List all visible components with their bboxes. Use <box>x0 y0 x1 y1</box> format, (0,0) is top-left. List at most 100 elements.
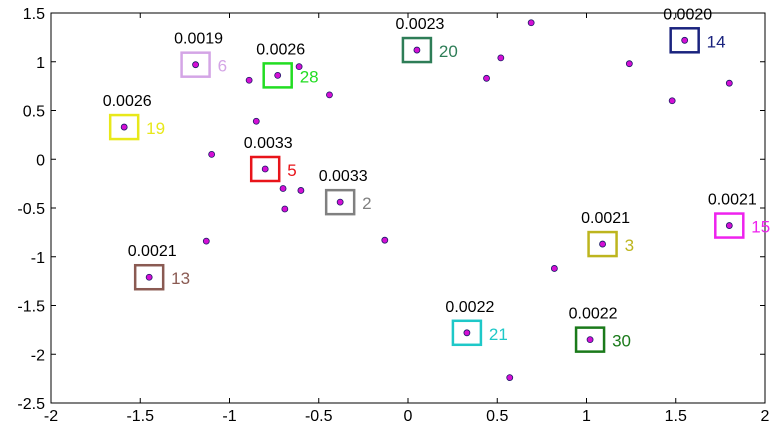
highlight-id-label: 19 <box>146 119 165 138</box>
axes: -2 -1.5 -1 -0.5 0 0.5 1 1.5 2-2.5-2-1.5-1-0.500.… <box>17 6 769 425</box>
highlight-point-19: 0.0026 19 <box>103 93 165 141</box>
data-point <box>725 79 733 87</box>
highlight-value-label: 0.0021 <box>581 210 630 227</box>
highlight-point-14: 0.0020 14 <box>663 6 726 54</box>
highlight-box <box>133 263 165 291</box>
highlight-box <box>451 319 483 347</box>
highlight-value-label: 0.0021 <box>708 192 757 209</box>
data-point <box>281 205 289 213</box>
data-point <box>208 150 216 158</box>
highlight-point-2: 0.0033 2 <box>319 168 372 216</box>
highlight-id-label: 6 <box>218 57 227 76</box>
highlight-point-30: 0.0022 30 <box>569 306 631 353</box>
data-point <box>599 240 606 248</box>
highlight-box <box>574 326 606 353</box>
data-point <box>326 91 333 99</box>
data-point <box>297 187 305 194</box>
highlight-point-20: 0.0023 20 <box>395 16 458 64</box>
x-tick-label: -1.5 <box>126 408 154 425</box>
highlight-point-13: 0.0021 13 <box>128 243 190 291</box>
y-tick-label: 1 <box>36 55 45 72</box>
highlight-point-21: 0.0022 21 <box>445 299 508 347</box>
data-point <box>192 61 199 69</box>
highlight-id-label: 5 <box>287 161 296 180</box>
data-points <box>202 19 733 382</box>
x-tick-label: -0.5 <box>305 408 333 425</box>
y-tick-label: -1.5 <box>17 299 45 316</box>
highlight-box <box>587 230 618 258</box>
highlight-box <box>180 51 211 78</box>
highlight-id-label: 30 <box>612 332 631 351</box>
data-point <box>497 54 505 62</box>
data-point <box>245 76 253 84</box>
data-point <box>586 336 594 344</box>
data-point <box>625 60 633 68</box>
highlight-box <box>714 212 745 239</box>
data-point <box>506 374 514 382</box>
y-tick-label: -2 <box>31 347 45 364</box>
highlight-value-label: 0.0021 <box>128 243 177 260</box>
highlight-point-3: 0.0021 3 <box>581 210 634 258</box>
data-point <box>725 222 733 229</box>
x-tick-label: 1.5 <box>665 408 687 425</box>
highlight-value-label: 0.0023 <box>395 16 444 33</box>
highlight-point-6: 0.0019 6 <box>174 31 227 78</box>
highlight-value-label: 0.0026 <box>103 93 152 110</box>
highlight-id-label: 2 <box>362 194 371 213</box>
x-tick-label: 0.5 <box>486 408 508 425</box>
data-point <box>550 265 558 272</box>
data-point <box>527 19 535 27</box>
plot-frame <box>50 12 766 404</box>
highlight-box <box>262 62 293 89</box>
highlight-id-label: 13 <box>171 269 190 288</box>
y-tick-label: 0.5 <box>23 104 45 121</box>
y-tick-label: -2.5 <box>17 396 45 413</box>
highlight-value-label: 0.0020 <box>663 6 712 23</box>
data-point <box>336 198 344 206</box>
highlight-point-5: 0.0033 5 <box>244 135 297 183</box>
data-point <box>463 329 471 337</box>
highlight-box <box>324 188 356 216</box>
data-point <box>413 46 421 54</box>
data-point <box>381 236 389 244</box>
x-tick-label: 1 <box>582 408 591 425</box>
x-tick-label: 0 <box>404 408 413 425</box>
data-point <box>145 273 153 281</box>
highlight-id-label: 3 <box>625 236 634 255</box>
data-point <box>120 123 128 131</box>
data-point <box>279 185 287 192</box>
highlight-box <box>401 36 433 64</box>
highlight-point-28: 0.0026 28 <box>256 41 319 89</box>
highlight-id-label: 21 <box>489 325 508 344</box>
highlight-value-label: 0.0033 <box>319 168 368 185</box>
highlight-value-label: 0.0019 <box>174 31 223 48</box>
highlight-value-label: 0.0033 <box>244 135 293 152</box>
highlight-point-15: 0.0021 15 <box>708 192 770 239</box>
highlighted-points: 0.0023200.0020140.001960.0026280.0026190… <box>103 6 770 353</box>
data-point <box>252 117 260 125</box>
highlight-box <box>249 155 281 183</box>
data-point <box>295 63 303 71</box>
y-tick-label: -1 <box>31 250 45 267</box>
data-point <box>261 165 269 173</box>
highlight-value-label: 0.0022 <box>445 299 494 316</box>
data-point <box>202 237 210 245</box>
highlight-value-label: 0.0022 <box>569 306 618 323</box>
y-tick-label: -0.5 <box>17 201 45 218</box>
x-tick-label: 2 <box>761 408 770 425</box>
highlight-id-label: 15 <box>751 218 770 237</box>
data-point <box>668 97 676 105</box>
x-tick-label: -1 <box>222 408 236 425</box>
highlight-box <box>669 27 700 54</box>
highlight-value-label: 0.0026 <box>256 41 305 58</box>
y-tick-label: 0 <box>36 152 45 169</box>
data-point <box>274 72 282 79</box>
data-point <box>681 36 689 44</box>
highlight-id-label: 14 <box>707 32 726 51</box>
data-point <box>483 74 490 82</box>
y-tick-label: 1.5 <box>23 6 45 23</box>
x-tick-label: -2 <box>44 408 58 425</box>
highlight-box <box>108 113 140 141</box>
highlight-id-label: 20 <box>439 42 458 61</box>
